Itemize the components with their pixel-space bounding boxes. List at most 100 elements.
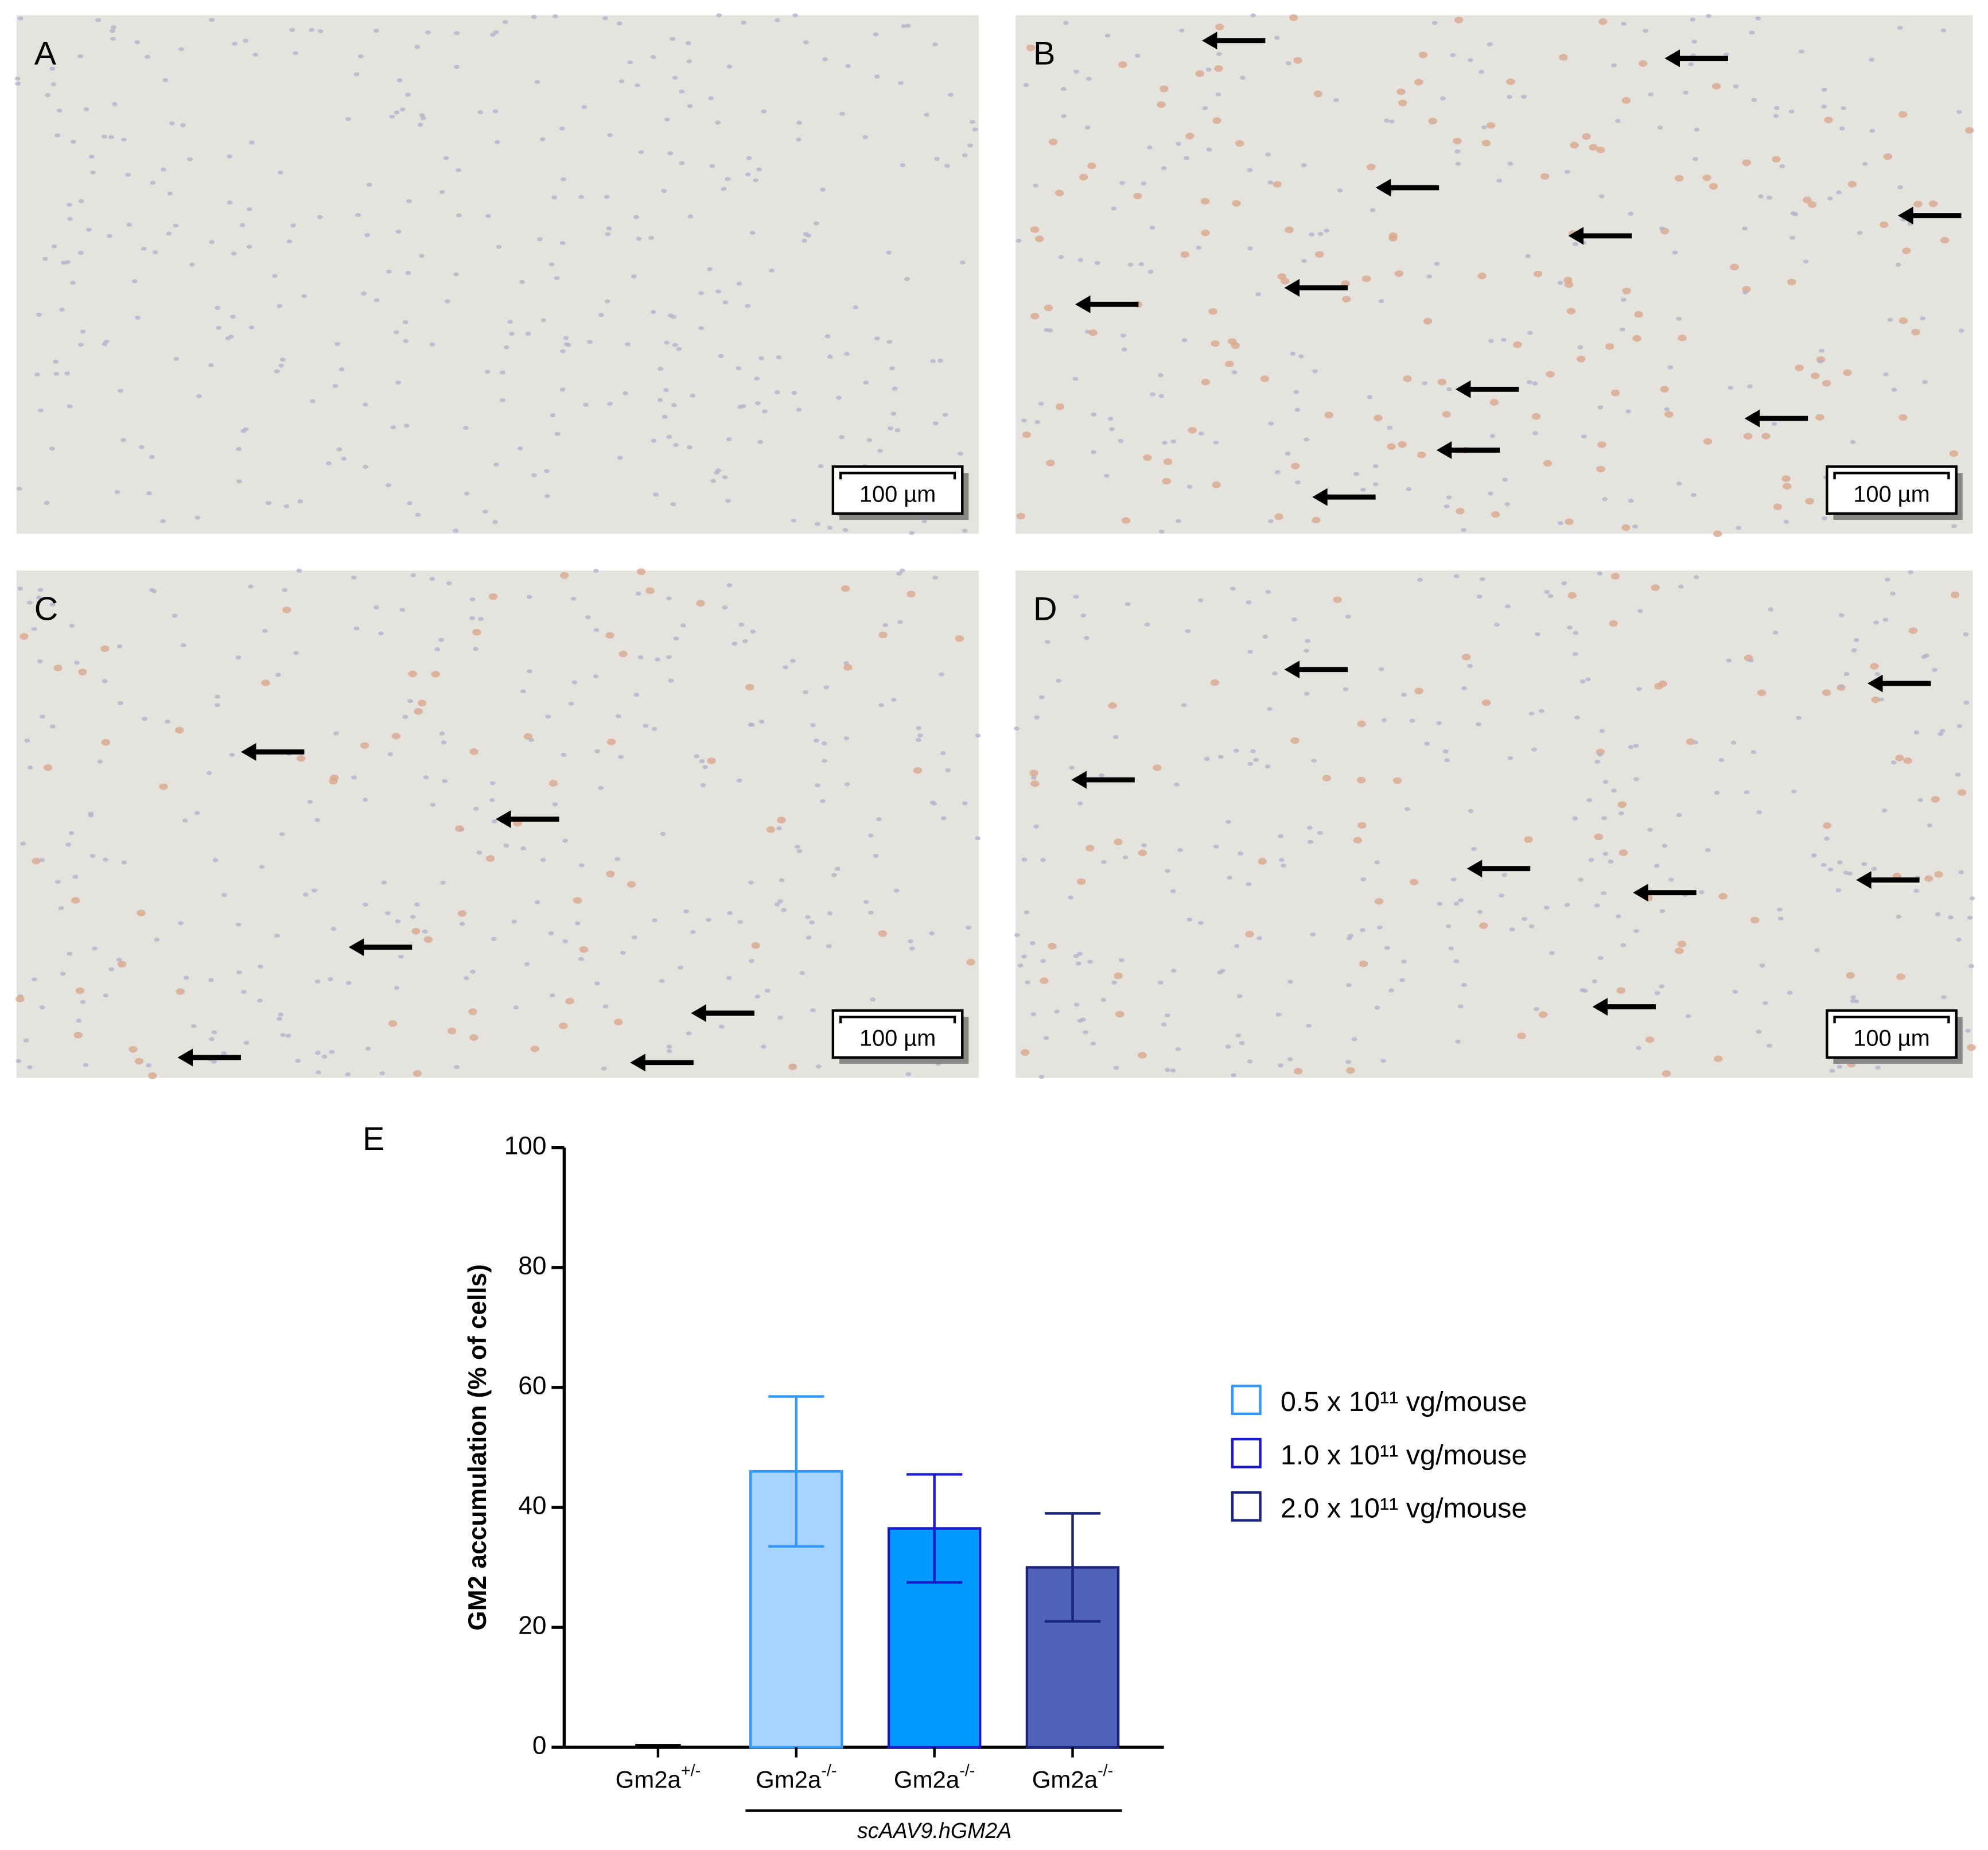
scale-bar bbox=[1833, 1015, 1950, 1024]
cell bbox=[489, 798, 495, 802]
cell bbox=[1454, 149, 1460, 154]
cell bbox=[916, 737, 921, 743]
cell bbox=[959, 260, 966, 265]
cell bbox=[1125, 602, 1131, 607]
cell bbox=[889, 366, 895, 371]
cell bbox=[1100, 997, 1107, 1002]
cell bbox=[221, 893, 227, 897]
cell bbox=[1185, 133, 1195, 139]
cell bbox=[1847, 181, 1857, 188]
cell bbox=[407, 501, 413, 506]
cell bbox=[1505, 604, 1511, 609]
cell bbox=[236, 447, 242, 452]
cell bbox=[1955, 772, 1961, 777]
cell bbox=[1857, 231, 1863, 235]
cell bbox=[74, 660, 80, 665]
cell bbox=[500, 398, 506, 402]
cell bbox=[405, 92, 411, 97]
cell bbox=[1424, 741, 1430, 746]
cell bbox=[1030, 313, 1040, 320]
cell bbox=[1618, 811, 1624, 815]
cell bbox=[1215, 24, 1224, 30]
cell bbox=[706, 918, 711, 922]
cell bbox=[1963, 701, 1970, 705]
cell bbox=[1446, 495, 1452, 500]
cell bbox=[24, 739, 30, 743]
cell bbox=[1940, 28, 1947, 33]
cell bbox=[1138, 1052, 1147, 1059]
cell bbox=[1742, 159, 1751, 166]
legend-label: 1.0 x 10¹¹ vg/mouse bbox=[1281, 1440, 1527, 1471]
cell bbox=[1870, 663, 1879, 670]
cell bbox=[469, 616, 475, 620]
cell bbox=[1351, 1037, 1357, 1041]
cell bbox=[1579, 679, 1586, 683]
cell bbox=[698, 326, 705, 331]
cell bbox=[561, 177, 566, 181]
cell bbox=[1557, 521, 1563, 526]
cell bbox=[1838, 613, 1845, 617]
cell bbox=[1664, 407, 1670, 411]
cell bbox=[112, 102, 118, 106]
cell bbox=[1924, 875, 1933, 882]
cell bbox=[810, 723, 816, 728]
cell bbox=[101, 739, 111, 746]
cell bbox=[178, 47, 184, 52]
cell bbox=[1342, 296, 1351, 303]
cell bbox=[120, 438, 126, 442]
x-tick-label: Gm2a-/- bbox=[894, 1762, 975, 1793]
cell bbox=[1174, 782, 1180, 787]
cell bbox=[1214, 65, 1223, 72]
cell bbox=[1030, 226, 1040, 233]
cell bbox=[958, 452, 963, 456]
cell bbox=[1333, 98, 1339, 103]
cell bbox=[252, 52, 259, 57]
cell bbox=[975, 836, 981, 841]
cell bbox=[843, 736, 850, 741]
cell bbox=[877, 449, 883, 453]
cell bbox=[1247, 761, 1254, 766]
cell bbox=[1668, 877, 1674, 882]
arrow-head bbox=[348, 938, 364, 957]
cell bbox=[1564, 903, 1570, 907]
cell bbox=[1087, 959, 1093, 964]
cell bbox=[1947, 915, 1954, 920]
cell bbox=[844, 782, 850, 787]
cell bbox=[282, 588, 287, 592]
cell bbox=[1017, 963, 1024, 968]
cell bbox=[618, 755, 624, 759]
cell bbox=[1208, 308, 1217, 315]
cell bbox=[1811, 372, 1820, 379]
cell bbox=[550, 413, 556, 418]
cell bbox=[394, 330, 399, 335]
cell bbox=[1267, 180, 1274, 185]
cell bbox=[1501, 337, 1507, 342]
cell bbox=[1414, 79, 1423, 85]
cell bbox=[945, 768, 951, 772]
scale-bar-label: 100 µm bbox=[1853, 482, 1929, 507]
cell bbox=[1956, 724, 1963, 728]
cell bbox=[1401, 959, 1407, 964]
cell bbox=[1231, 1073, 1237, 1078]
cell bbox=[17, 586, 24, 591]
cell bbox=[1075, 961, 1081, 966]
cell bbox=[715, 121, 721, 125]
cell bbox=[1040, 959, 1046, 963]
cell bbox=[429, 342, 435, 347]
cell bbox=[1121, 347, 1127, 352]
cell bbox=[42, 256, 48, 261]
cell bbox=[144, 55, 150, 59]
cell bbox=[1304, 648, 1309, 653]
cell bbox=[1211, 340, 1220, 347]
cell bbox=[1895, 262, 1901, 267]
cell bbox=[176, 988, 185, 995]
cell bbox=[1513, 341, 1522, 348]
cell bbox=[283, 504, 290, 508]
cell bbox=[1275, 470, 1281, 475]
cell bbox=[1414, 687, 1423, 695]
cell bbox=[1913, 888, 1919, 893]
cell bbox=[756, 167, 762, 172]
cell bbox=[1633, 744, 1639, 748]
